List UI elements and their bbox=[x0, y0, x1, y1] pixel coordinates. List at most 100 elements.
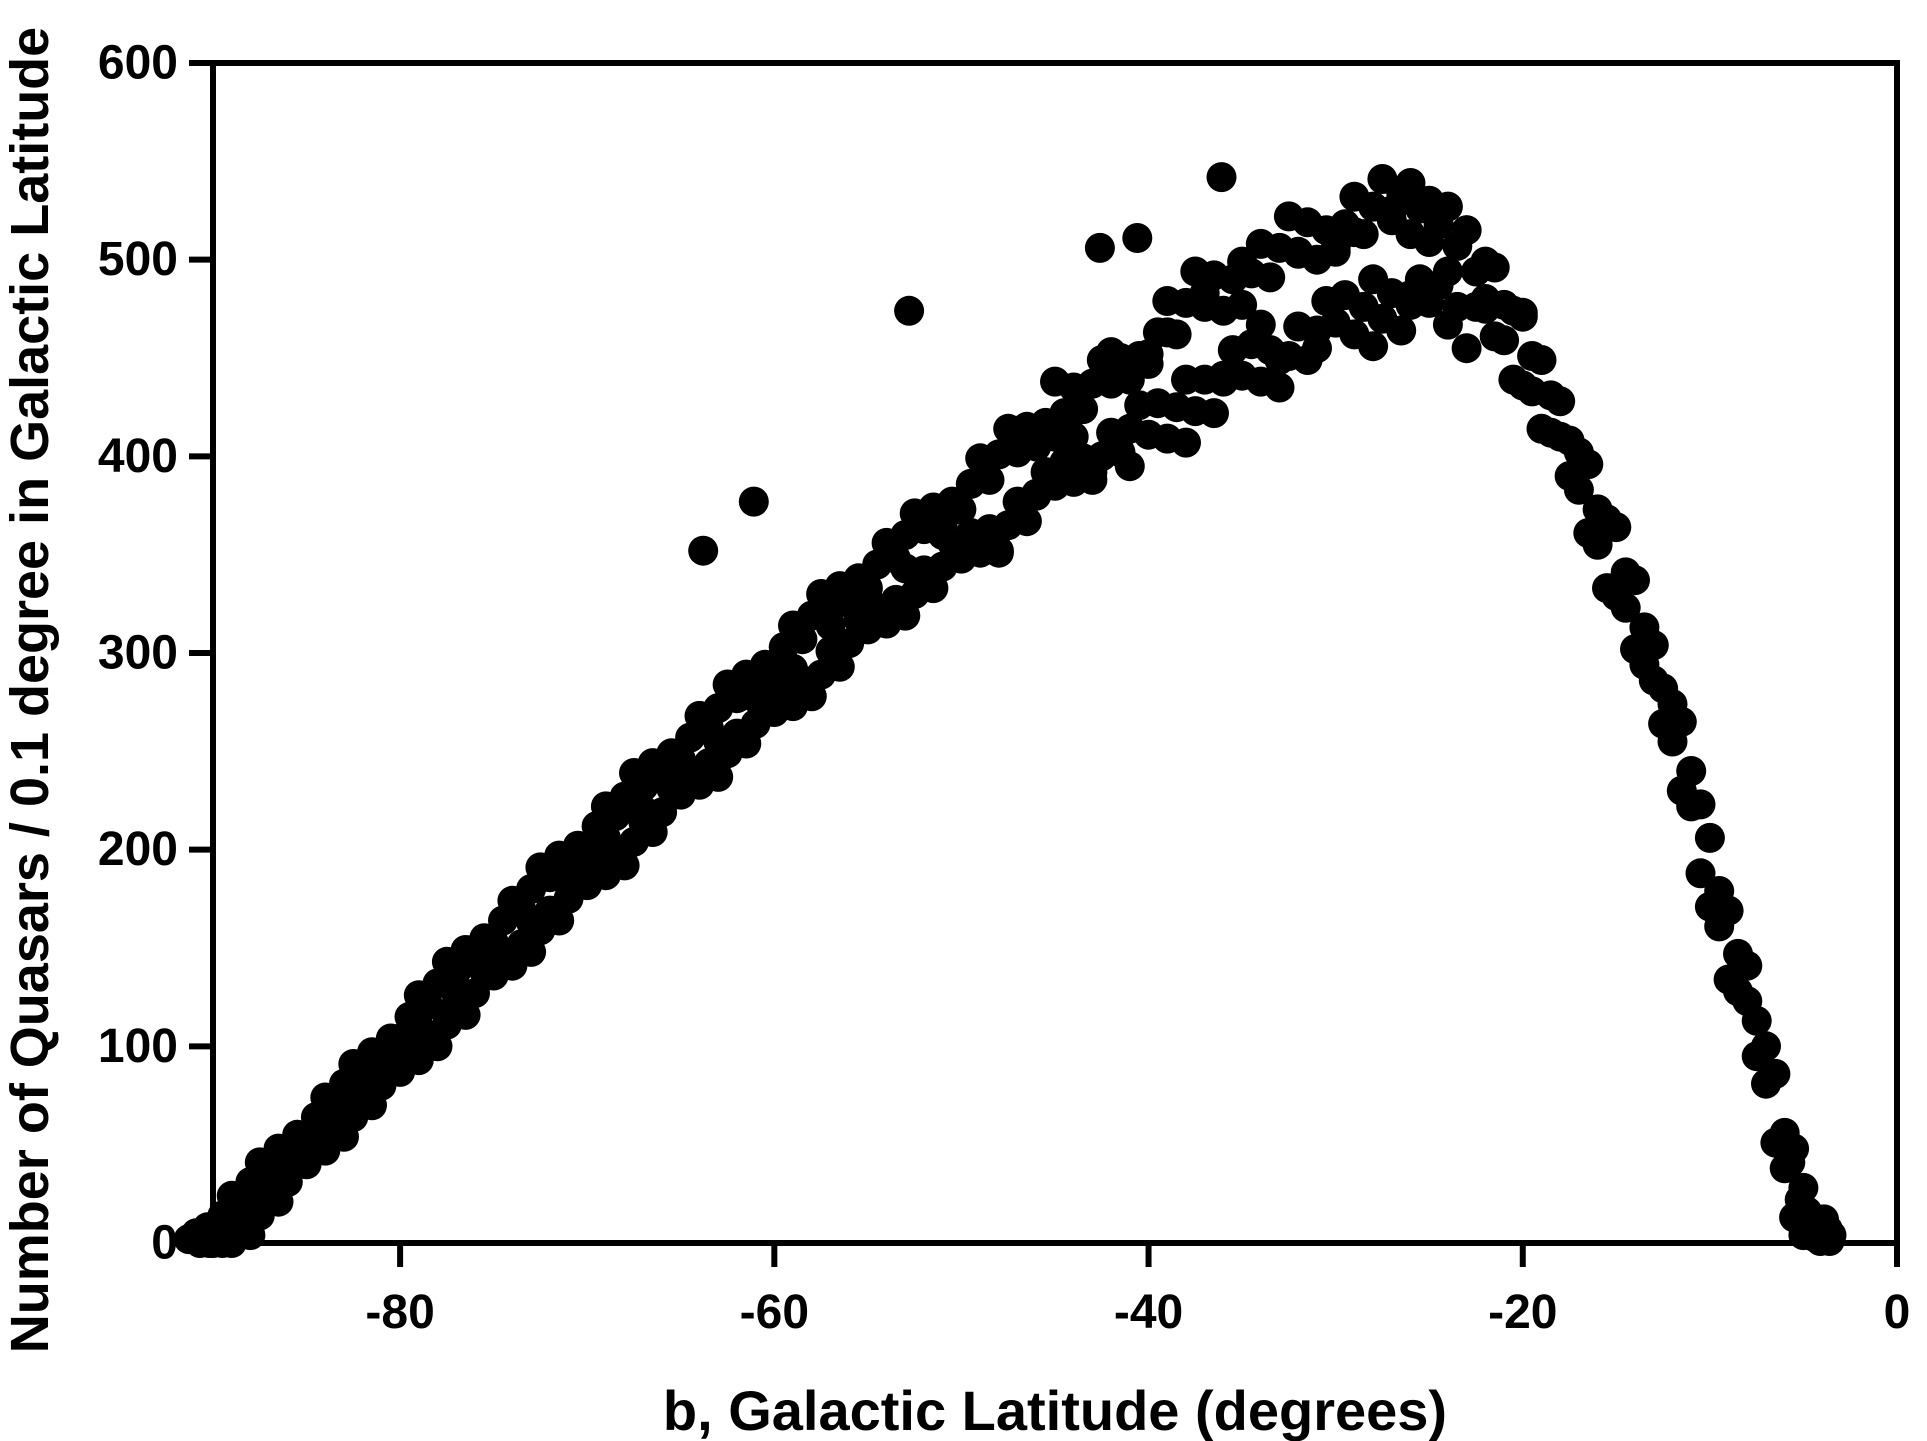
data-point bbox=[1011, 506, 1042, 537]
y-tick-label: 100 bbox=[98, 1020, 178, 1073]
data-point bbox=[216, 1208, 247, 1239]
y-tick-label: 400 bbox=[98, 430, 178, 483]
y-axis-title: Number of Quasars / 0.1 degree in Galact… bbox=[0, 27, 60, 1353]
data-point bbox=[1077, 457, 1108, 488]
data-point bbox=[609, 850, 640, 881]
x-tick-label: -60 bbox=[740, 1286, 809, 1339]
data-point bbox=[1666, 706, 1697, 737]
data-point bbox=[1264, 372, 1295, 403]
data-point bbox=[478, 929, 509, 960]
y-tick-label: 600 bbox=[98, 37, 178, 90]
data-point bbox=[983, 537, 1014, 568]
y-tick-label: 0 bbox=[151, 1217, 178, 1270]
data-point bbox=[1470, 293, 1501, 324]
x-tick-label: 0 bbox=[1884, 1286, 1911, 1339]
data-point bbox=[1358, 331, 1389, 362]
data-point bbox=[366, 1058, 397, 1089]
data-point bbox=[1432, 256, 1463, 287]
data-point bbox=[890, 553, 921, 584]
data-point bbox=[1713, 895, 1744, 926]
data-point bbox=[1760, 1058, 1791, 1089]
data-point bbox=[1114, 451, 1145, 482]
data-point bbox=[1775, 1147, 1806, 1178]
data-point bbox=[1451, 333, 1482, 364]
data-point bbox=[1264, 345, 1295, 375]
data-point bbox=[1741, 1005, 1772, 1036]
data-point bbox=[1206, 162, 1237, 193]
x-tick-label: -20 bbox=[1488, 1286, 1557, 1339]
data-point bbox=[1255, 262, 1286, 293]
x-tick-label: -80 bbox=[365, 1286, 434, 1339]
data-point bbox=[703, 761, 734, 792]
data-point bbox=[1545, 386, 1576, 417]
data-point bbox=[590, 822, 621, 853]
data-point bbox=[1395, 168, 1426, 198]
y-tick-label: 500 bbox=[98, 233, 178, 286]
data-point bbox=[1386, 315, 1417, 346]
data-point bbox=[1339, 217, 1370, 248]
data-point bbox=[628, 795, 659, 826]
data-point bbox=[1610, 592, 1641, 623]
data-point bbox=[974, 464, 1005, 495]
data-point bbox=[787, 624, 818, 655]
data-point bbox=[703, 726, 734, 757]
data-point bbox=[1283, 236, 1314, 267]
data-point bbox=[1171, 364, 1201, 395]
data-point bbox=[1122, 223, 1153, 253]
data-point bbox=[1694, 822, 1725, 853]
data-point bbox=[1068, 394, 1099, 425]
data-point bbox=[665, 748, 696, 779]
data-point bbox=[1302, 333, 1332, 364]
data-point bbox=[1058, 421, 1089, 452]
data-point bbox=[1227, 289, 1258, 320]
scatter-points bbox=[173, 162, 1847, 1258]
data-point bbox=[516, 907, 547, 938]
data-point bbox=[1751, 1031, 1781, 1062]
data-point bbox=[1563, 474, 1594, 505]
data-point bbox=[1414, 185, 1445, 216]
data-point bbox=[824, 651, 855, 682]
x-axis-ticks: -80 -60 -40 -20 0 bbox=[365, 1243, 1910, 1339]
data-point bbox=[740, 683, 771, 714]
data-point bbox=[1002, 415, 1033, 446]
data-point bbox=[852, 592, 883, 623]
data-point bbox=[1620, 565, 1650, 596]
data-point bbox=[894, 295, 925, 326]
data-point bbox=[254, 1165, 285, 1196]
data-point bbox=[778, 653, 808, 684]
data-point bbox=[1189, 278, 1220, 309]
y-axis-ticks: 0 100 200 300 400 500 600 bbox=[98, 37, 213, 1270]
data-point bbox=[1573, 449, 1604, 480]
x-tick-label: -40 bbox=[1114, 1286, 1183, 1339]
data-point bbox=[1227, 246, 1258, 277]
data-point bbox=[1040, 366, 1070, 397]
data-point bbox=[1638, 630, 1669, 661]
data-point bbox=[291, 1133, 322, 1164]
data-point bbox=[1152, 317, 1183, 348]
data-point bbox=[1582, 529, 1613, 560]
data-point bbox=[1395, 280, 1426, 311]
data-point bbox=[1208, 360, 1239, 391]
data-point bbox=[1507, 297, 1538, 328]
x-axis-title: b, Galactic Latitude (degrees) bbox=[663, 1379, 1447, 1441]
data-point bbox=[1526, 345, 1557, 375]
data-point bbox=[1479, 252, 1510, 283]
data-point bbox=[1685, 789, 1716, 820]
data-point bbox=[1021, 478, 1052, 509]
data-point bbox=[1096, 337, 1127, 368]
y-tick-label: 200 bbox=[98, 823, 178, 876]
data-point bbox=[553, 862, 584, 893]
data-point bbox=[946, 494, 977, 525]
data-point bbox=[1084, 232, 1115, 263]
data-point bbox=[1676, 756, 1707, 786]
data-point bbox=[1685, 858, 1716, 889]
data-point bbox=[1358, 264, 1389, 295]
data-point bbox=[329, 1084, 359, 1115]
data-point bbox=[1245, 309, 1276, 340]
data-point bbox=[441, 978, 472, 1009]
data-point bbox=[1376, 195, 1407, 226]
y-tick-label: 300 bbox=[98, 627, 178, 680]
data-point bbox=[403, 1011, 434, 1042]
